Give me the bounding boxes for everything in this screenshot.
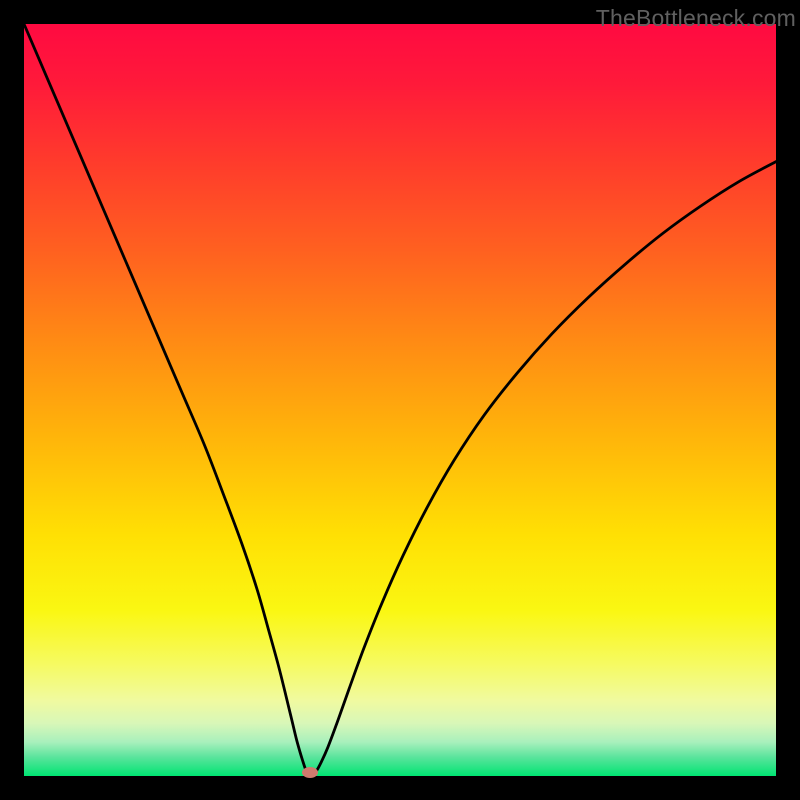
curve-line — [24, 24, 776, 775]
bottleneck-curve-chart — [24, 24, 776, 776]
watermark-text: TheBottleneck.com — [596, 5, 796, 32]
plot-area — [24, 24, 776, 776]
optimal-point-marker — [302, 767, 318, 778]
